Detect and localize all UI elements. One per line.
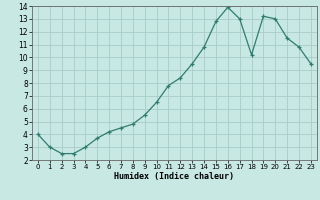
X-axis label: Humidex (Indice chaleur): Humidex (Indice chaleur) <box>115 172 234 181</box>
